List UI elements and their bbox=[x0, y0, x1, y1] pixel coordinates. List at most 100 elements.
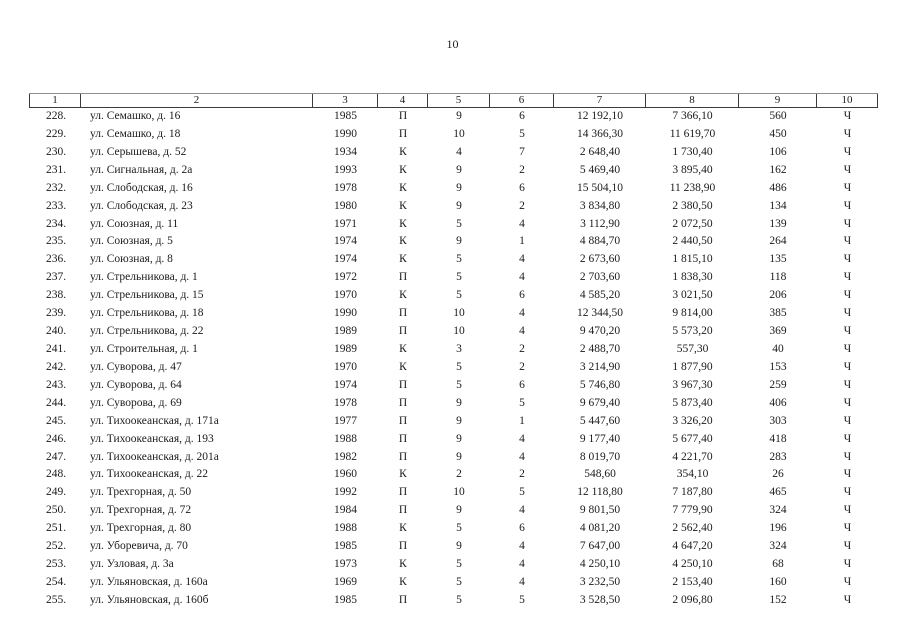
table-cell: 7 187,80 bbox=[672, 486, 713, 499]
table-cell: 557,30 bbox=[676, 342, 709, 355]
table-cell: 1989 bbox=[334, 325, 357, 338]
table-row: 247. ул. Тихоокеанская, д. 201а 1982 П 9 4 8 0… bbox=[29, 449, 878, 467]
table-cell: 548,60 bbox=[584, 468, 616, 481]
table-cell: 68 bbox=[772, 558, 784, 571]
header-cell-col-7: 7 bbox=[554, 94, 646, 107]
table-cell: 5 469,40 bbox=[579, 163, 621, 176]
table-cell: 240. bbox=[46, 325, 67, 338]
table-cell: 1 bbox=[519, 235, 525, 248]
table-row: 228. ул. Семашко, д. 16 1985 П 9 6 12 192,10 7 … bbox=[29, 108, 878, 126]
table-cell: 324 bbox=[769, 540, 787, 553]
table-cell: К bbox=[399, 235, 407, 248]
table-cell: 418 bbox=[769, 432, 787, 445]
table-cell: 4 bbox=[456, 145, 462, 158]
table-cell: 1992 bbox=[334, 486, 357, 499]
table-cell: 4 bbox=[519, 450, 525, 463]
table-cell: Ч bbox=[843, 593, 852, 606]
table-cell: 9 bbox=[456, 432, 462, 445]
table-cell: 4 bbox=[519, 575, 525, 588]
table-cell: ул. Суворова, д. 47 bbox=[90, 360, 182, 373]
table-cell: 252. bbox=[46, 540, 67, 553]
table-cell: ул. Суворова, д. 69 bbox=[90, 396, 182, 409]
table-row: 251. ул. Трехгорная, д. 80 1988 К 5 6 4 081,20… bbox=[29, 520, 878, 538]
table-cell: 9 bbox=[456, 163, 462, 176]
table-cell: 6 bbox=[519, 289, 525, 302]
table-cell: 4 bbox=[519, 558, 525, 571]
table-cell: ул. Трехгорная, д. 80 bbox=[90, 522, 192, 535]
table-cell: Ч bbox=[843, 342, 852, 355]
table-cell: 5 bbox=[519, 127, 525, 140]
table-row: 255. ул. Ульяновская, д. 160б 1985 П 5 5 3 528… bbox=[29, 592, 878, 610]
table-cell: 118 bbox=[769, 271, 787, 284]
table-cell: 250. bbox=[46, 504, 67, 517]
table-cell: Ч bbox=[843, 432, 852, 445]
table-cell: П bbox=[398, 110, 408, 122]
table-cell: К bbox=[399, 289, 407, 302]
table-cell: Ч bbox=[843, 414, 852, 427]
table-cell: 247. bbox=[46, 450, 67, 463]
table-cell: 6 bbox=[519, 522, 525, 535]
table-cell: 1990 bbox=[334, 127, 357, 140]
table-cell: П bbox=[398, 396, 408, 409]
table-cell: 3 214,90 bbox=[579, 360, 621, 373]
table-cell: 206 bbox=[769, 289, 787, 302]
table-cell: 2 488,70 bbox=[579, 342, 621, 355]
table-cell: Ч bbox=[843, 181, 852, 194]
table-cell: 1985 bbox=[334, 540, 357, 553]
table-cell: П bbox=[398, 504, 408, 517]
table-cell: К bbox=[399, 522, 407, 535]
table-cell: К bbox=[399, 253, 407, 266]
table-cell: 5 bbox=[456, 575, 462, 588]
table-cell: 259 bbox=[769, 378, 787, 391]
table-cell: ул. Стрельникова, д. 22 bbox=[90, 325, 204, 338]
table-cell: Ч bbox=[843, 110, 852, 122]
table-row: 229. ул. Семашко, д. 18 1990 П 10 5 14 366,30 1… bbox=[29, 126, 878, 144]
table-cell: 1978 bbox=[334, 181, 357, 194]
table-row: 233. ул. Слободская, д. 23 1980 К 9 2 3 834,80… bbox=[29, 198, 878, 216]
table-cell: 6 bbox=[519, 378, 525, 391]
table-row: 246. ул. Тихоокеанская, д. 193 1988 П 9 4 9 17… bbox=[29, 431, 878, 449]
table-row: 236. ул. Союзная, д. 8 1974 К 5 4 2 673,60 1 81… bbox=[29, 251, 878, 269]
table-cell: 233. bbox=[46, 199, 67, 212]
table-cell: 4 bbox=[519, 540, 525, 553]
table-cell: 242. bbox=[46, 360, 67, 373]
table-cell: 283 bbox=[769, 450, 787, 463]
table-cell: 10 bbox=[453, 127, 465, 140]
table-cell: П bbox=[398, 450, 408, 463]
table-cell: 196 bbox=[769, 522, 787, 535]
table-cell: ул. Слободская, д. 16 bbox=[90, 181, 193, 194]
table-cell: 3 326,20 bbox=[672, 414, 713, 427]
table-cell: 7 779,90 bbox=[672, 504, 713, 517]
table-cell: 6 bbox=[519, 181, 525, 194]
table-cell: 1989 bbox=[334, 342, 357, 355]
table-cell: 1972 bbox=[334, 271, 357, 284]
table-cell: 9 bbox=[456, 235, 462, 248]
table-cell: 1960 bbox=[334, 468, 357, 481]
table-cell: 7 366,10 bbox=[672, 110, 713, 122]
table-cell: 385 bbox=[769, 307, 787, 320]
table-cell: К bbox=[399, 217, 407, 230]
table-cell: П bbox=[398, 127, 408, 140]
table-cell: 5 bbox=[456, 217, 462, 230]
header-cell-col-10: 10 bbox=[817, 94, 878, 107]
table-cell: 231. bbox=[46, 163, 67, 176]
table-cell: П bbox=[398, 540, 408, 553]
header-cell-col-4: 4 bbox=[378, 94, 428, 107]
table-cell: 2 673,60 bbox=[579, 253, 621, 266]
table-cell: 1985 bbox=[334, 593, 357, 606]
table-row: 242. ул. Суворова, д. 47 1970 К 5 2 3 214,90 1 … bbox=[29, 359, 878, 377]
table-cell: 5 bbox=[519, 396, 525, 409]
table-cell: 3 021,50 bbox=[672, 289, 713, 302]
table-cell: 2 440,50 bbox=[672, 235, 713, 248]
table-cell: 2 bbox=[519, 468, 525, 481]
table-cell: 324 bbox=[769, 504, 787, 517]
table-cell: 5 bbox=[456, 593, 462, 606]
table-cell: Ч bbox=[843, 360, 852, 373]
table-cell: 3 967,30 bbox=[672, 378, 713, 391]
table-cell: П bbox=[398, 414, 408, 427]
table-cell: К bbox=[399, 342, 407, 355]
table-row: 240. ул. Стрельникова, д. 22 1989 П 10 4 9 470… bbox=[29, 323, 878, 341]
table-cell: ул. Суворова, д. 64 bbox=[90, 378, 182, 391]
table-cell: ул. Тихоокеанская, д. 201а bbox=[90, 450, 219, 463]
table-cell: 237. bbox=[46, 271, 67, 284]
